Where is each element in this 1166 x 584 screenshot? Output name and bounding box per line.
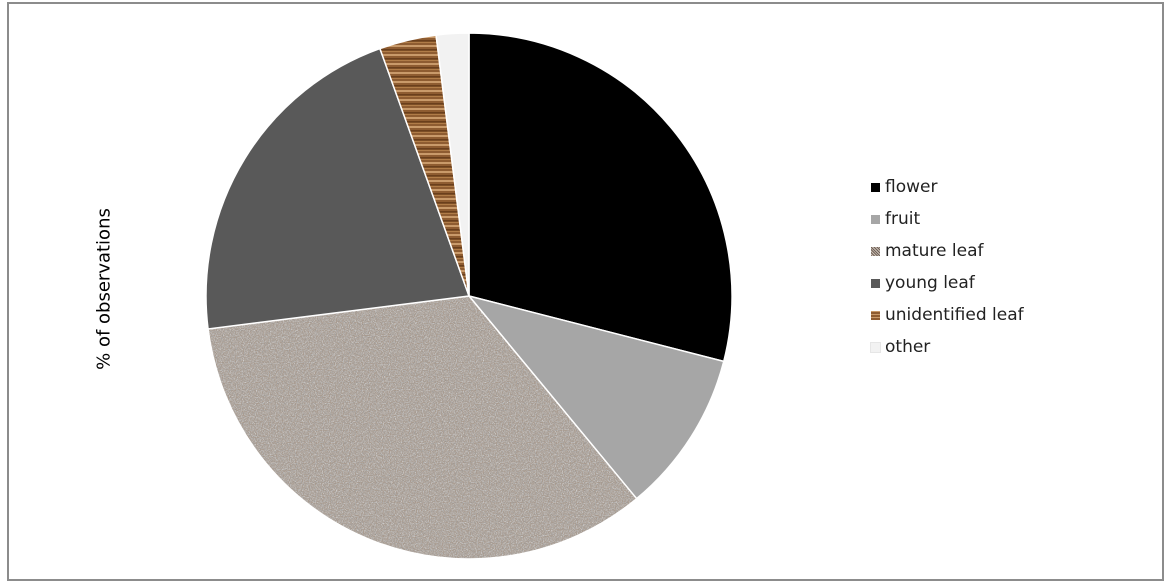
legend-item-flower: flower <box>871 171 1024 203</box>
pie-slice-flower <box>468 32 733 363</box>
pie-slice-fruit <box>466 294 725 500</box>
legend-label: fruit <box>885 209 921 229</box>
legend-label: mature leaf <box>885 241 984 261</box>
legend-swatch <box>871 278 880 288</box>
legend-swatch <box>871 182 880 192</box>
legend-label: young leaf <box>885 273 975 293</box>
legend-swatch <box>870 341 881 353</box>
legend-label: other <box>885 337 931 357</box>
pie-slice-mature-leaf <box>207 295 638 560</box>
legend-swatch <box>871 310 880 320</box>
legend-item-other: other <box>870 331 1024 363</box>
y-axis-label: % of observations <box>93 208 115 370</box>
legend-item-fruit: fruit <box>871 203 1024 235</box>
legend-swatch <box>871 246 880 256</box>
legend-label: flower <box>885 177 938 197</box>
pie-slice-other <box>435 32 470 297</box>
pie-slice-young-leaf <box>205 47 471 330</box>
legend-item-mature-leaf: mature leaf <box>871 235 1024 267</box>
legend-swatch <box>871 214 880 224</box>
legend: flower fruit mature leaf young leaf unidenti… <box>870 171 1024 363</box>
legend-item-unidentified-leaf: unidentified leaf <box>871 299 1024 331</box>
pie-slices <box>205 32 733 560</box>
legend-item-young-leaf: young leaf <box>871 267 1024 299</box>
legend-label: unidentified leaf <box>885 305 1024 325</box>
